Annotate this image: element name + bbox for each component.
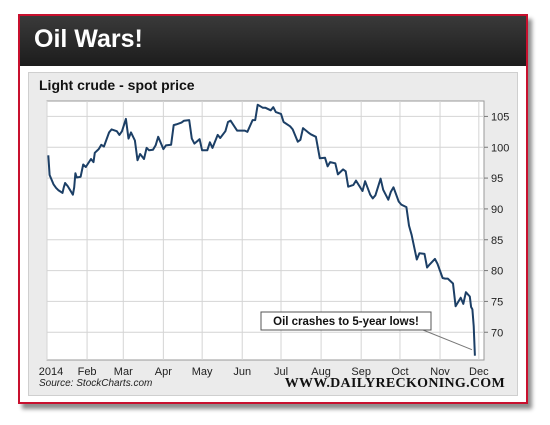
annotation-box <box>260 311 432 331</box>
price-line <box>47 103 476 356</box>
x-tick-label: May <box>192 366 213 378</box>
y-tick-label: 75 <box>491 296 503 308</box>
annotation-text: Oil crashes to 5-year lows! <box>273 316 419 328</box>
chart-panel: Light crude - spot price 2014 Feb Mar Apr Ma… <box>28 72 518 396</box>
y-tick-label: 70 <box>491 327 503 339</box>
y-tick-label: 80 <box>491 266 503 278</box>
x-tick-label: Aug <box>311 366 331 378</box>
price-chart: 2014 Feb Mar Apr May Jun Jul Aug Sep Oct Nov Dec 70 7… <box>39 100 509 378</box>
annotation-pointer <box>422 329 473 351</box>
y-tick-label: 100 <box>491 142 509 154</box>
x-tick-label: Nov <box>430 366 450 378</box>
x-tick-label: Oct <box>391 366 408 378</box>
brand-url: WWW.DAILYRECKONING.COM <box>284 376 505 391</box>
y-tick-label: 95 <box>491 173 503 185</box>
x-tick-label: 2014 <box>39 366 63 378</box>
chart-frame: Oil Wars! Light crude - spot price 2014 F… <box>18 14 528 404</box>
x-tick-label: Mar <box>114 366 133 378</box>
x-tick-label: Jul <box>274 366 288 378</box>
y-tick-label: 85 <box>491 235 503 247</box>
x-tick-label: Feb <box>78 366 97 378</box>
x-tick-label: Apr <box>155 366 172 378</box>
x-tick-label: Sep <box>351 366 371 378</box>
x-tick-label: Jun <box>233 366 251 378</box>
source-note: Source: StockCharts.com <box>39 378 153 389</box>
banner-title: Oil Wars! <box>34 25 143 53</box>
x-tick-label: Dec <box>469 366 489 378</box>
y-tick-label: 90 <box>491 204 503 216</box>
y-tick-label: 105 <box>491 111 509 123</box>
chart-title: Light crude - spot price <box>39 77 195 93</box>
title-banner: Oil Wars! <box>20 16 526 66</box>
